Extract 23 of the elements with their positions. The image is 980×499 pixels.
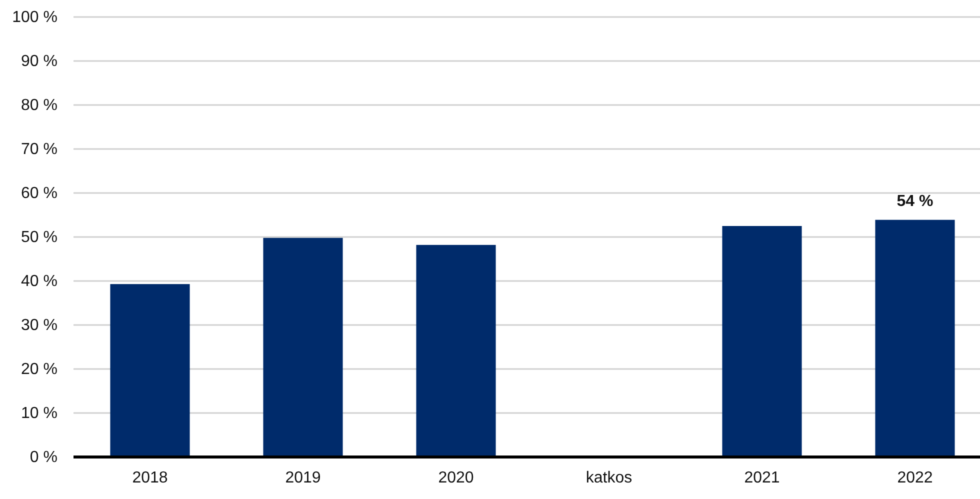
- y-tick-label: 70 %: [21, 141, 58, 158]
- y-tick-label: 30 %: [21, 317, 58, 334]
- y-tick-label: 40 %: [21, 273, 58, 290]
- y-tick-label: 90 %: [21, 53, 58, 70]
- bar: [722, 226, 802, 457]
- y-tick-label: 80 %: [21, 97, 58, 114]
- x-tick-label: katkos: [586, 469, 632, 486]
- y-tick-label: 20 %: [21, 361, 58, 378]
- bar: [416, 244, 496, 457]
- y-tick-label: 0 %: [30, 449, 58, 466]
- y-tick-label: 100 %: [12, 9, 58, 26]
- y-tick-label: 50 %: [21, 229, 58, 246]
- x-tick-label: 2022: [897, 469, 933, 486]
- bar: [263, 238, 343, 457]
- data-label: 54 %: [896, 192, 934, 210]
- x-tick-label: 2019: [285, 469, 321, 486]
- x-tick-label: 2021: [744, 469, 780, 486]
- x-tick-label: 2020: [438, 469, 474, 486]
- bar: [110, 284, 190, 457]
- x-tick-label: 2018: [132, 469, 168, 486]
- y-tick-label: 10 %: [21, 405, 58, 422]
- y-tick-label: 60 %: [21, 185, 58, 202]
- bar: [875, 220, 955, 457]
